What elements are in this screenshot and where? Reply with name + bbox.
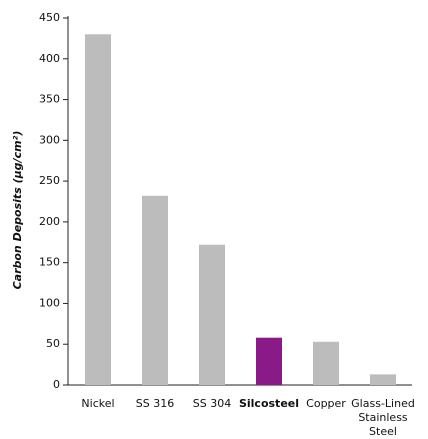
bar [199, 244, 225, 385]
y-tick-label: 150 [39, 256, 60, 269]
y-tick-label: 450 [39, 11, 60, 24]
y-tick-label: 300 [39, 133, 60, 146]
bar [142, 195, 168, 385]
bar [256, 337, 282, 385]
y-tick-label: 400 [39, 52, 60, 65]
y-axis-label: Carbon Deposits (µg/cm²) [11, 131, 24, 290]
x-tick-label: Glass-Lined Stainless Steel [351, 397, 415, 438]
y-tick-label: 350 [39, 93, 60, 106]
x-tick-label: Silcosteel [238, 397, 300, 410]
y-tick-label: 200 [39, 215, 60, 228]
x-tick-label: SS 304 [192, 397, 232, 410]
y-tick-label: 50 [46, 337, 60, 350]
y-tick-label: 100 [39, 296, 60, 309]
y-tick-label: 250 [39, 174, 60, 187]
chart: Carbon Deposits (µg/cm²) 0 50 100 150 200 250… [11, 11, 412, 391]
y-tick-label: 0 [53, 378, 60, 391]
bar [370, 374, 396, 385]
bar [85, 34, 111, 386]
x-tick-label: SS 316 [135, 397, 175, 410]
page: Carbon Deposits (µg/cm²) 0 50 100 150 200 250… [11, 11, 415, 438]
x-tick-label: Nickel [81, 397, 115, 410]
x-tick-label: Copper [306, 397, 346, 410]
bar [313, 341, 339, 385]
